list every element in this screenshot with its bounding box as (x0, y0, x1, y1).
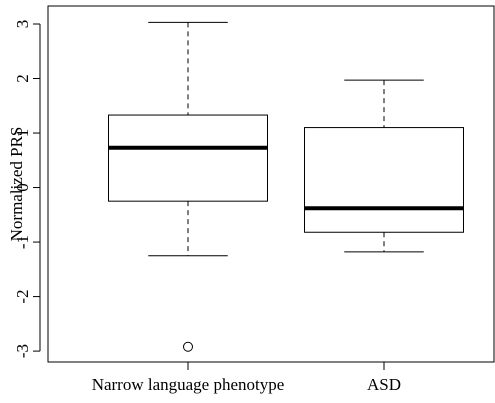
y-tick-label: 1 (13, 129, 32, 138)
box (304, 127, 464, 233)
box (108, 114, 268, 202)
plot-frame (47, 5, 495, 363)
x-tick-label: ASD (367, 375, 401, 394)
y-tick-label: 0 (13, 183, 32, 192)
y-tick-label: -3 (13, 344, 32, 358)
y-tick-label: 3 (13, 20, 32, 29)
y-tick-label: -2 (13, 289, 32, 303)
outlier (183, 341, 193, 352)
y-axis-label: Normalized PRS (7, 127, 26, 242)
y-tick-label: -1 (13, 235, 32, 249)
x-tick-label: Narrow language phenotype (92, 375, 285, 394)
y-tick-label: 2 (13, 74, 32, 83)
